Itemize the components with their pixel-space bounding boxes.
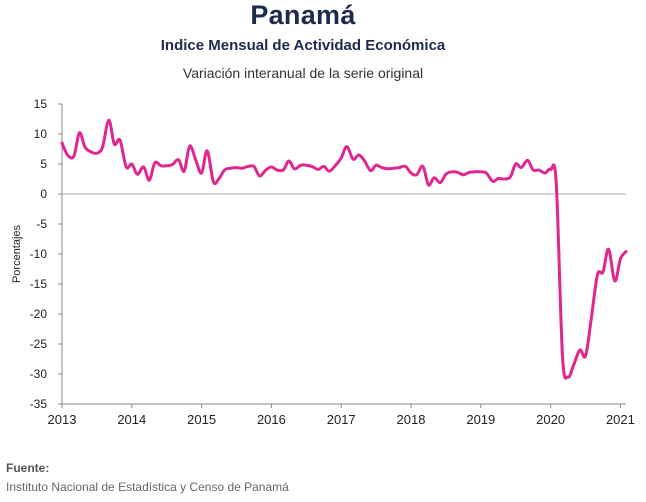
x-tick-label: 2013 xyxy=(48,412,77,427)
x-tick-label: 2016 xyxy=(257,412,286,427)
y-axis-label: Porcentajes xyxy=(11,224,23,283)
x-tick-label: 2015 xyxy=(187,412,216,427)
x-tick-label: 2017 xyxy=(327,412,356,427)
source-label: Fuente: xyxy=(6,461,50,475)
y-tick-label: 0 xyxy=(40,187,47,201)
chart-subtitle-secondary: Variación interanual de la serie origina… xyxy=(182,65,424,81)
source-text: Instituto Nacional de Estadística y Cens… xyxy=(6,480,289,494)
y-tick-label: -5 xyxy=(36,217,47,231)
y-tick-label: -10 xyxy=(30,247,48,261)
y-tick-label: -30 xyxy=(30,367,48,381)
x-tick-label: 2019 xyxy=(466,412,495,427)
y-tick-label: 15 xyxy=(34,97,48,111)
y-tick-label: -25 xyxy=(30,337,48,351)
x-tick-label: 2021 xyxy=(606,412,635,427)
y-tick-label: 10 xyxy=(34,127,48,141)
series-line xyxy=(60,118,628,380)
y-tick-label: -20 xyxy=(30,307,48,321)
y-tick-label: -15 xyxy=(30,277,48,291)
y-tick-label: -35 xyxy=(30,397,48,411)
y-tick-label: 5 xyxy=(40,157,47,171)
x-tick-label: 2014 xyxy=(117,412,146,427)
chart-title: Panamá xyxy=(250,0,356,30)
chart-subtitle: Indice Mensual de Actividad Económica xyxy=(160,37,446,54)
x-tick-label: 2020 xyxy=(536,412,565,427)
x-tick-label: 2018 xyxy=(397,412,426,427)
